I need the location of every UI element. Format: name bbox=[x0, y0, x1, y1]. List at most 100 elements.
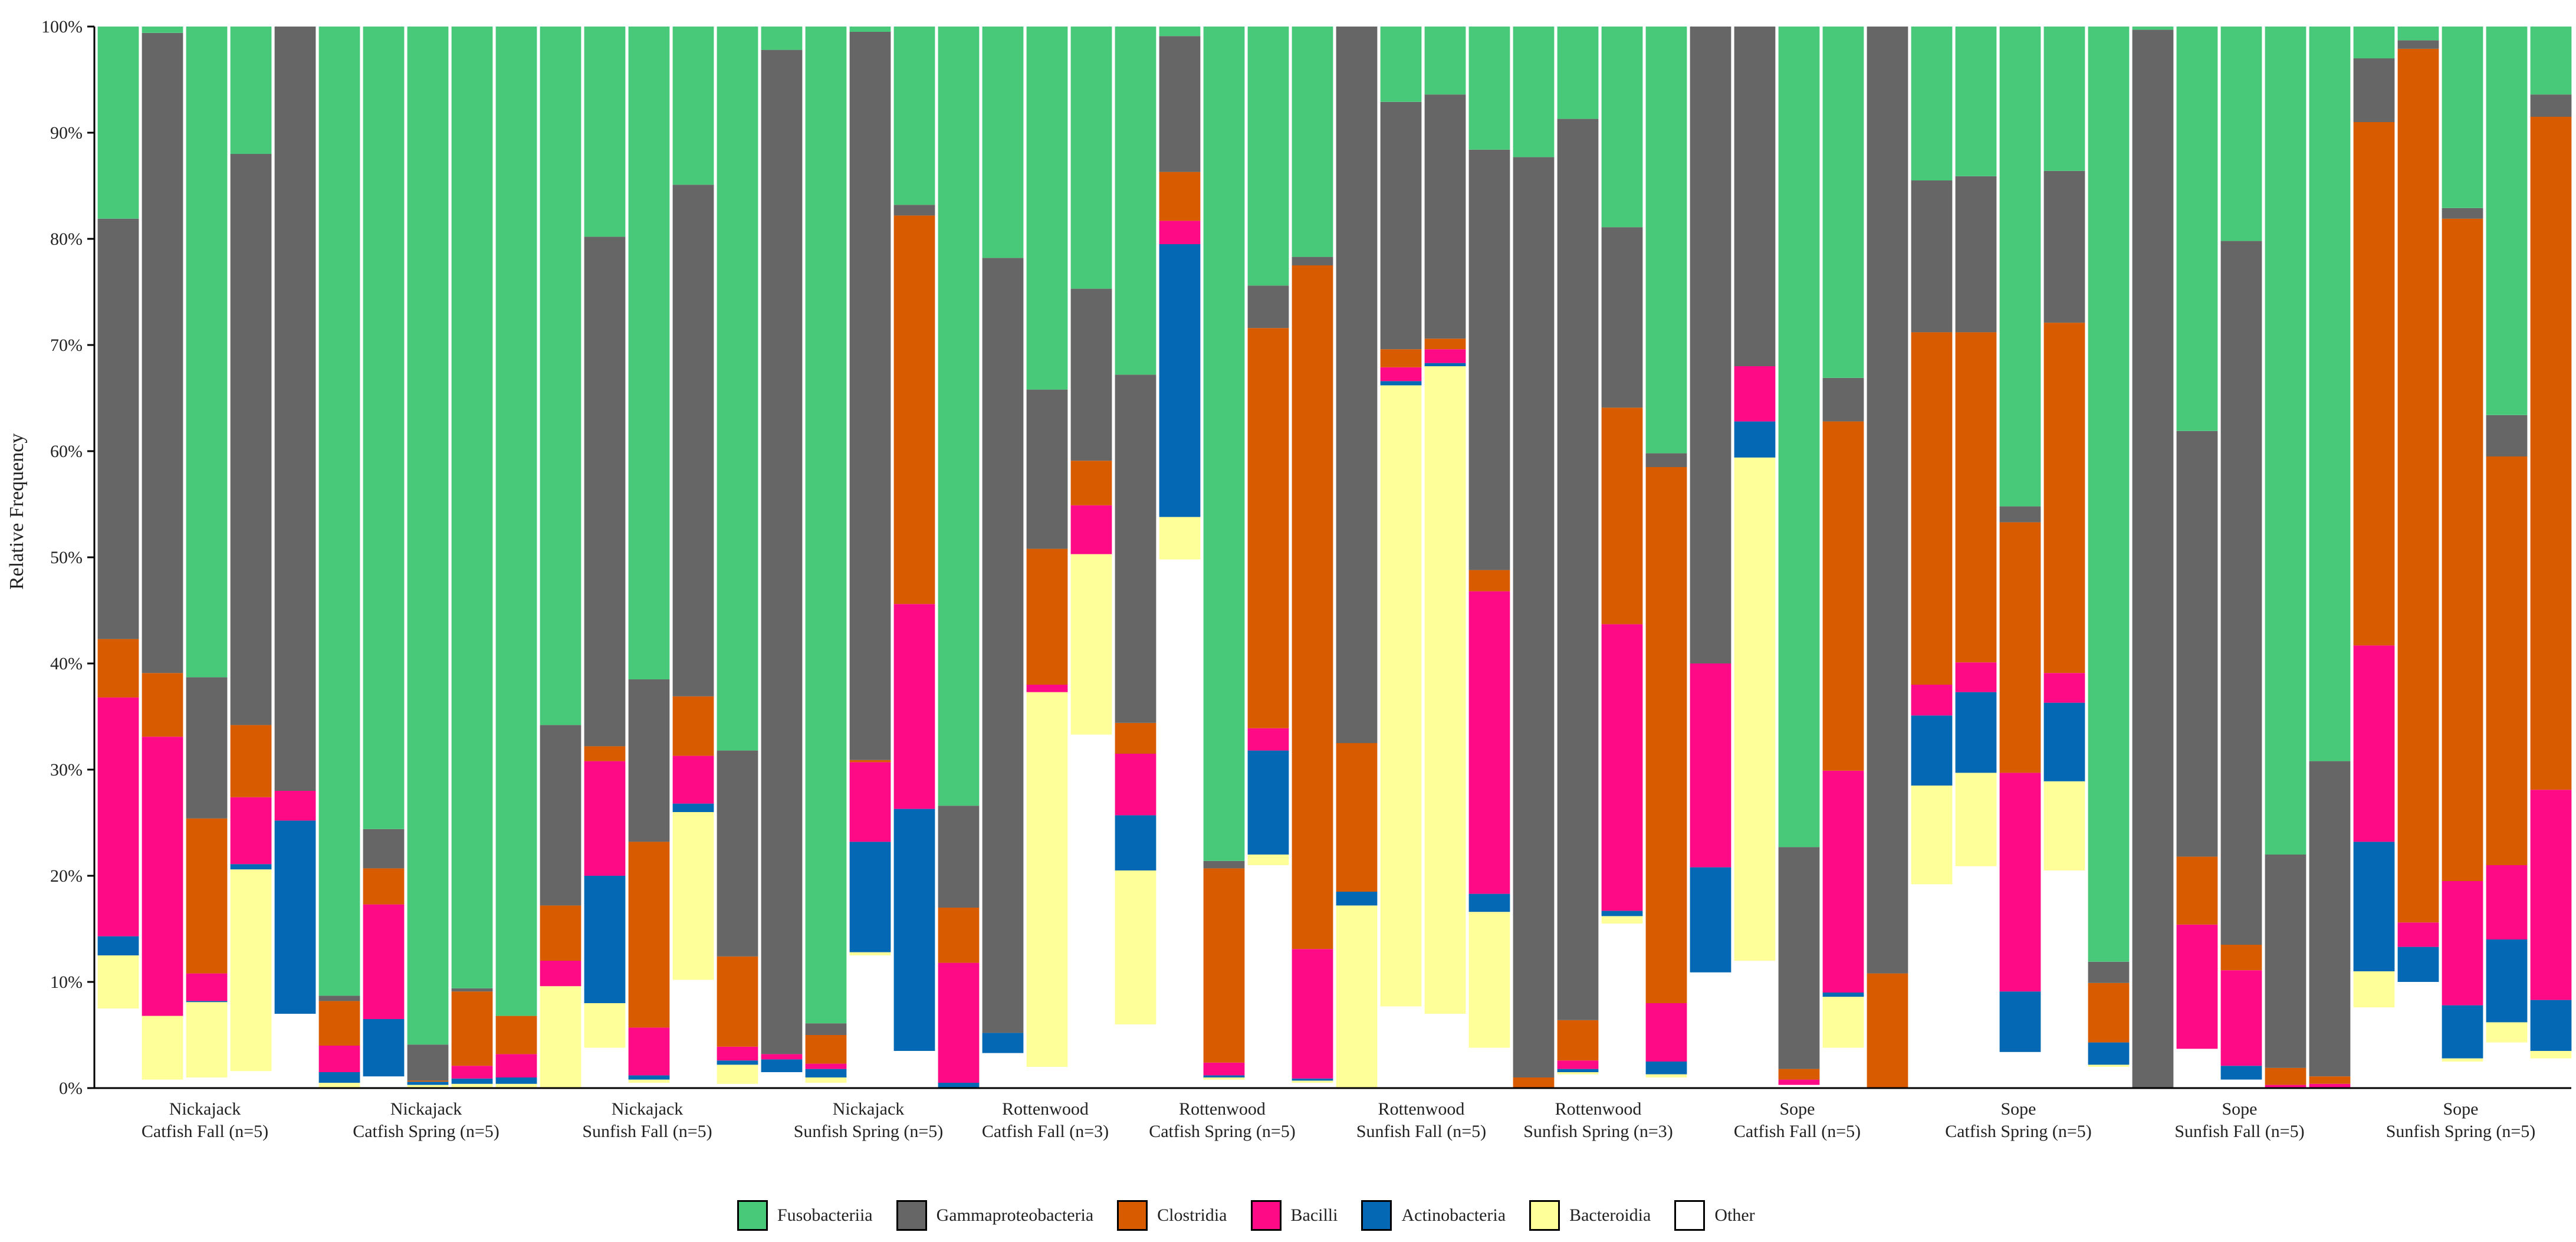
bar-segment-bacilli bbox=[2353, 645, 2395, 842]
bar-stack bbox=[97, 27, 139, 1088]
bar-segment-other bbox=[230, 1071, 272, 1088]
bar-segment-bacilli bbox=[1911, 685, 1953, 716]
bar-segment-bacteroidia bbox=[318, 1083, 360, 1088]
bar-segment-bacilli bbox=[893, 604, 935, 809]
bar-segment-fusobacteriia bbox=[1424, 27, 1466, 95]
bar-segment-bacteroidia bbox=[1159, 517, 1201, 560]
bar-stack bbox=[2486, 27, 2528, 1088]
x-group-label: Rottenwood Sunfish Fall (n=5) bbox=[1356, 1099, 1486, 1141]
bar-stack bbox=[1026, 27, 1068, 1088]
bar-segment-bacilli bbox=[495, 1054, 537, 1077]
bar-segment-gammaproteobacteria bbox=[1513, 157, 1555, 1077]
bar-segment-actinobacteria bbox=[1159, 244, 1201, 517]
bar-stack bbox=[2530, 27, 2572, 1088]
bar-segment-other bbox=[2442, 1062, 2483, 1088]
bar-segment-bacilli bbox=[1778, 1079, 1820, 1085]
bar-segment-clostridia bbox=[1468, 570, 1510, 592]
bar-segment-clostridia bbox=[2088, 983, 2130, 1043]
bar-segment-actinobacteria bbox=[1955, 692, 1997, 773]
bar-segment-fusobacteriia bbox=[2442, 27, 2483, 208]
x-group-label: Sope Sunfish Fall (n=5) bbox=[2174, 1099, 2304, 1141]
bar-segment-actinobacteria bbox=[2442, 1005, 2483, 1059]
bar-segment-clostridia bbox=[1380, 349, 1422, 367]
bar-segment-other bbox=[1822, 1047, 1864, 1088]
bar-segment-fusobacteriia bbox=[982, 27, 1024, 258]
bar-segment-bacteroidia bbox=[717, 1064, 758, 1084]
y-tick-label: 0% bbox=[59, 1079, 83, 1098]
bar-segment-other bbox=[2220, 1079, 2262, 1088]
bar-segment-fusobacteriia bbox=[495, 27, 537, 1016]
bar-stack bbox=[2265, 27, 2306, 1088]
bar-segment-fusobacteriia bbox=[2176, 27, 2218, 431]
bar-segment-gammaproteobacteria bbox=[1822, 377, 1864, 422]
bar-segment-fusobacteriia bbox=[1247, 27, 1289, 286]
bar-segment-bacilli bbox=[540, 961, 581, 987]
bar-segment-bacteroidia bbox=[142, 1016, 183, 1080]
y-tick-label: 40% bbox=[50, 654, 83, 673]
bar-segment-bacteroidia bbox=[407, 1085, 449, 1088]
bar-stack bbox=[1999, 27, 2041, 1088]
bar-segment-actinobacteria bbox=[672, 803, 714, 812]
bar-segment-other bbox=[982, 1053, 1024, 1088]
bar-stack bbox=[2176, 27, 2218, 1088]
x-group-label: Nickajack Sunfish Spring (n=5) bbox=[794, 1099, 944, 1141]
bar-segment-clostridia bbox=[1645, 467, 1687, 1003]
bar-segment-other bbox=[274, 1014, 316, 1088]
bar-segment-bacilli bbox=[363, 904, 405, 1019]
bar-segment-actinobacteria bbox=[1557, 1069, 1599, 1072]
bar-stack bbox=[495, 27, 537, 1088]
bar-segment-bacilli bbox=[2043, 673, 2085, 703]
bar-segment-fusobacteriia bbox=[97, 27, 139, 219]
bar-segment-gammaproteobacteria bbox=[1734, 27, 1776, 366]
bar-segment-bacilli bbox=[1115, 754, 1156, 816]
bar-segment-gammaproteobacteria bbox=[2442, 208, 2483, 219]
bar-segment-actinobacteria bbox=[2043, 702, 2085, 781]
bar-segment-bacilli bbox=[1070, 505, 1112, 554]
bar-segment-gammaproteobacteria bbox=[1645, 453, 1687, 467]
bar-segment-gammaproteobacteria bbox=[1601, 227, 1643, 408]
bar-segment-other bbox=[628, 1083, 670, 1088]
x-group-label: Rottenwood Sunfish Spring (n=3) bbox=[1523, 1099, 1673, 1141]
bar-segment-bacteroidia bbox=[2486, 1022, 2528, 1043]
bar-segment-clostridia bbox=[318, 1001, 360, 1046]
bar-stack bbox=[1468, 27, 1510, 1088]
bar-stack bbox=[584, 27, 626, 1088]
legend-swatch bbox=[1674, 1200, 1706, 1231]
bar-stack bbox=[142, 27, 183, 1088]
bar-segment-bacilli bbox=[1822, 770, 1864, 993]
bar-segment-fusobacteriia bbox=[2265, 27, 2306, 855]
bar-segment-actinobacteria bbox=[274, 820, 316, 1014]
bar-segment-fusobacteriia bbox=[2486, 27, 2528, 415]
bar-segment-bacilli bbox=[2176, 924, 2218, 1049]
bar-stack bbox=[1424, 27, 1466, 1088]
bar-segment-other bbox=[2353, 1007, 2395, 1088]
bar-stack bbox=[451, 27, 493, 1088]
bar-segment-fusobacteriia bbox=[318, 27, 360, 996]
bar-segment-bacilli bbox=[1380, 367, 1422, 382]
bar-segment-bacteroidia bbox=[1336, 905, 1378, 1088]
bar-segment-fusobacteriia bbox=[407, 27, 449, 1045]
bar-segment-actinobacteria bbox=[628, 1075, 670, 1080]
bar-segment-bacteroidia bbox=[1247, 855, 1289, 865]
bar-stack bbox=[893, 27, 935, 1088]
bar-segment-actinobacteria bbox=[893, 809, 935, 1051]
bar-stack bbox=[2442, 27, 2483, 1088]
bar-segment-bacilli bbox=[1601, 624, 1643, 911]
bar-segment-clostridia bbox=[1424, 339, 1466, 350]
bar-segment-gammaproteobacteria bbox=[2530, 94, 2572, 117]
bar-segment-gammaproteobacteria bbox=[1867, 27, 1908, 974]
x-group-label: Nickajack Catfish Fall (n=5) bbox=[142, 1099, 268, 1141]
bar-segment-fusobacteriia bbox=[1955, 27, 1997, 176]
bar-segment-other bbox=[1911, 884, 1953, 1088]
bar-segment-bacteroidia bbox=[672, 812, 714, 980]
bar-segment-bacilli bbox=[1690, 663, 1731, 868]
bar-stack bbox=[1911, 27, 1953, 1088]
bar-segment-clostridia bbox=[1513, 1077, 1555, 1088]
bar-segment-bacilli bbox=[1424, 349, 1466, 363]
bar-segment-bacteroidia bbox=[1115, 870, 1156, 1024]
bar-segment-clostridia bbox=[1999, 522, 2041, 773]
bar-segment-actinobacteria bbox=[1911, 715, 1953, 786]
bar-segment-gammaproteobacteria bbox=[142, 32, 183, 673]
bar-segment-clostridia bbox=[893, 215, 935, 604]
bar-segment-actinobacteria bbox=[849, 842, 891, 952]
